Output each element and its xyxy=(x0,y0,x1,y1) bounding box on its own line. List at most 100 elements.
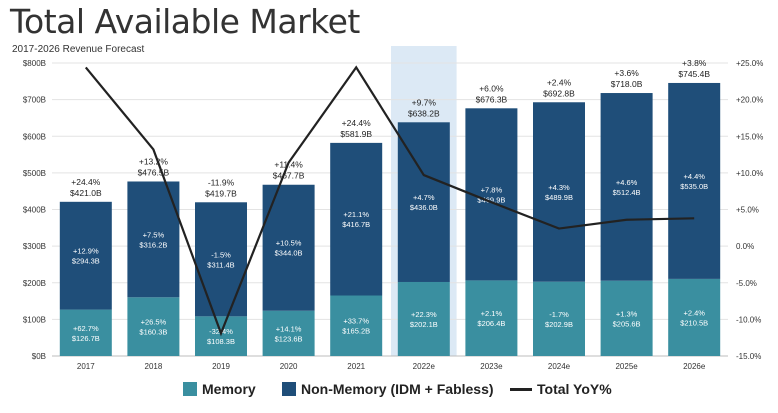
legend-label-yoy: Total YoY% xyxy=(537,381,612,397)
bar-memory xyxy=(59,309,112,356)
legend-item-yoy: Total YoY% xyxy=(510,381,612,397)
bar-non-memory xyxy=(195,202,247,317)
memory-value-label: $202.1B xyxy=(410,320,438,329)
bar-memory xyxy=(465,280,518,356)
y-tick-label-right: +20.0% xyxy=(736,96,763,105)
memory-growth-label: +2.4% xyxy=(683,308,705,317)
y-tick-label-right: -5.0% xyxy=(736,279,757,288)
non-memory-growth-label: +21.1% xyxy=(343,210,369,219)
non-memory-value-label: $294.3B xyxy=(72,257,100,266)
memory-value-label: $108.3B xyxy=(207,337,235,346)
legend-item-non-memory: Non-Memory (IDM + Fabless) xyxy=(282,381,494,397)
chart-subtitle: 2017-2026 Revenue Forecast xyxy=(12,44,145,55)
total-growth-label: +3.6% xyxy=(614,68,639,78)
non-memory-growth-label: +7.5% xyxy=(143,230,165,239)
memory-growth-label: +26.5% xyxy=(141,318,167,327)
total-value-label: $676.3B xyxy=(476,94,508,104)
total-value-label: $692.8B xyxy=(543,88,575,98)
x-tick-label: 2023e xyxy=(480,362,503,371)
memory-growth-label: -1.7% xyxy=(549,310,569,319)
y-tick-label-right: 0.0% xyxy=(736,242,754,251)
x-tick-label: 2021 xyxy=(347,362,365,371)
y-tick-label-left: $600B xyxy=(23,132,46,141)
memory-growth-label: +62.7% xyxy=(73,324,99,333)
chart-title: Total Available Market xyxy=(10,2,360,41)
total-value-label: $419.7B xyxy=(205,188,237,198)
y-tick-label-left: $0B xyxy=(32,352,46,361)
legend-label-memory: Memory xyxy=(202,381,256,397)
bar-memory xyxy=(330,295,383,356)
bar-non-memory xyxy=(600,93,653,281)
x-tick-label: 2026e xyxy=(683,362,706,371)
bar-memory xyxy=(600,280,653,356)
y-tick-label-right: +10.0% xyxy=(736,169,763,178)
non-memory-growth-label: +7.8% xyxy=(481,185,503,194)
y-tick-label-left: $100B xyxy=(23,315,46,324)
memory-growth-label: +2.1% xyxy=(481,309,503,318)
memory-growth-label: +1.3% xyxy=(616,309,638,318)
non-memory-value-label: $535.0B xyxy=(680,182,708,191)
legend-swatch-memory xyxy=(183,382,197,396)
total-growth-label: -11.9% xyxy=(208,177,235,187)
non-memory-growth-label: -1.5% xyxy=(211,250,231,259)
x-tick-label: 2025e xyxy=(615,362,638,371)
non-memory-growth-label: +4.3% xyxy=(548,183,570,192)
y-tick-label-left: $500B xyxy=(23,169,46,178)
memory-value-label: $165.2B xyxy=(342,327,370,336)
memory-value-label: $160.3B xyxy=(139,328,167,337)
x-tick-label: 2022e xyxy=(413,362,436,371)
total-value-label: $638.2B xyxy=(408,108,440,118)
total-growth-label: +24.4% xyxy=(342,118,372,128)
non-memory-value-label: $469.9B xyxy=(477,195,505,204)
x-tick-label: 2020 xyxy=(280,362,298,371)
non-memory-value-label: $416.7B xyxy=(342,220,370,229)
non-memory-growth-label: +10.5% xyxy=(276,239,302,248)
memory-value-label: $205.6B xyxy=(613,319,641,328)
non-memory-value-label: $512.4B xyxy=(613,188,641,197)
total-growth-label: +24.4% xyxy=(71,177,101,187)
memory-value-label: $206.4B xyxy=(477,319,505,328)
legend-swatch-non-memory xyxy=(282,382,296,396)
non-memory-growth-label: +4.4% xyxy=(683,172,705,181)
non-memory-growth-label: +12.9% xyxy=(73,247,99,256)
bar-memory xyxy=(397,281,450,356)
x-tick-label: 2017 xyxy=(77,362,95,371)
y-tick-label-right: -15.0% xyxy=(736,352,761,361)
total-value-label: $421.0B xyxy=(70,188,102,198)
non-memory-value-label: $344.0B xyxy=(275,249,303,258)
total-growth-label: +6.0% xyxy=(479,83,504,93)
bar-non-memory xyxy=(330,142,383,296)
total-growth-label: +2.4% xyxy=(547,77,572,87)
non-memory-growth-label: +4.6% xyxy=(616,178,638,187)
memory-value-label: $202.9B xyxy=(545,320,573,329)
y-tick-label-right: -10.0% xyxy=(736,315,761,324)
y-tick-label-left: $200B xyxy=(23,279,46,288)
bar-non-memory xyxy=(668,82,721,279)
x-tick-label: 2019 xyxy=(212,362,230,371)
stacked-bar-chart: $0B $100B $200B $300B $400B $500B $600B $700B $8… xyxy=(23,46,763,371)
non-memory-value-label: $489.9B xyxy=(545,193,573,202)
non-memory-value-label: $316.2B xyxy=(139,240,167,249)
y-tick-label-left: $300B xyxy=(23,242,46,251)
memory-growth-label: +14.1% xyxy=(276,324,302,333)
y-tick-label-left: $400B xyxy=(23,206,46,215)
x-tick-label: 2018 xyxy=(145,362,163,371)
total-value-label: $718.0B xyxy=(611,79,643,89)
bar-non-memory xyxy=(533,102,585,282)
legend-swatch-yoy xyxy=(510,387,532,391)
total-value-label: $745.4B xyxy=(678,69,710,79)
y-tick-label-right: +5.0% xyxy=(736,206,759,215)
bar-memory xyxy=(533,281,585,356)
memory-value-label: $123.6B xyxy=(275,334,303,343)
bar-non-memory xyxy=(59,201,112,310)
non-memory-value-label: $436.0B xyxy=(410,203,438,212)
legend-label-non-memory: Non-Memory (IDM + Fabless) xyxy=(301,381,494,397)
y-tick-label-right: +15.0% xyxy=(736,132,763,141)
x-tick-label: 2024e xyxy=(548,362,571,371)
yoy-line xyxy=(84,65,695,337)
total-value-label: $581.9B xyxy=(340,129,372,139)
memory-value-label: $126.7B xyxy=(72,334,100,343)
bar-non-memory xyxy=(127,181,180,298)
legend: Memory Non-Memory (IDM + Fabless) Total … xyxy=(0,381,778,403)
